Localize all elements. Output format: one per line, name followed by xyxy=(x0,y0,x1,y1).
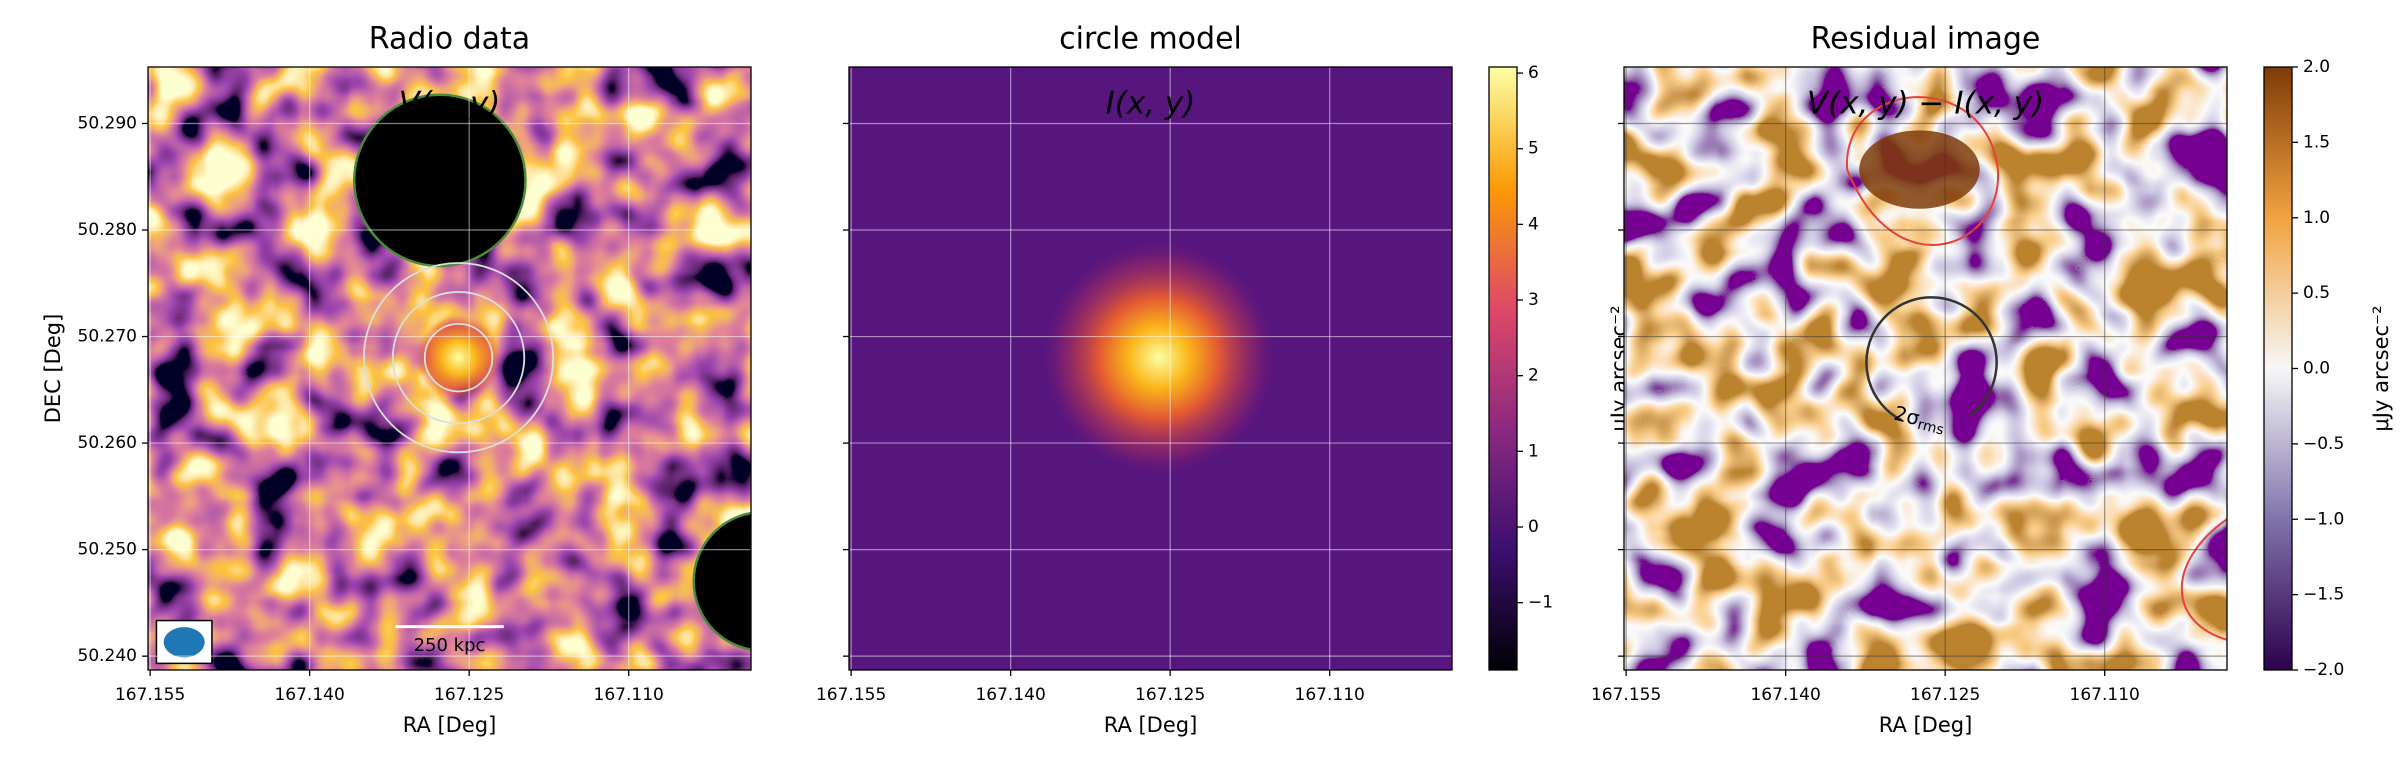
x-tick-label: 167.155 xyxy=(816,685,886,705)
y-tick-label: 50.270 xyxy=(78,327,137,347)
colorbar-tick-label: −0.5 xyxy=(2303,434,2344,454)
y-tick-label: 50.250 xyxy=(78,540,137,560)
y-tick-label: 50.260 xyxy=(78,433,137,453)
image: 2σrms xyxy=(1624,67,2227,670)
panel-annotation: V(x, y) xyxy=(399,86,501,122)
x-tick-label: 167.155 xyxy=(115,685,185,705)
x-tick-label: 167.155 xyxy=(1591,685,1661,705)
colorbar-tick-label: 1 xyxy=(1528,441,1539,461)
x-tick-label: 167.110 xyxy=(594,685,664,705)
y-tick-label: 50.290 xyxy=(78,113,137,133)
colorbar-tick-label: 1.5 xyxy=(2303,132,2330,152)
colorbar-tick-label: 5 xyxy=(1528,139,1539,159)
aperture-circle xyxy=(391,291,526,425)
panel-title: Radio data xyxy=(369,22,530,57)
aperture-circle xyxy=(362,262,555,454)
image xyxy=(849,67,1452,670)
contour-label-sub: rms xyxy=(1916,417,1946,439)
x-axis-label: RA [Deg] xyxy=(403,713,497,737)
rms-circle xyxy=(1865,296,1998,422)
masked-source xyxy=(352,93,527,268)
x-tick-label: 167.110 xyxy=(2070,685,2140,705)
x-axis-label: RA [Deg] xyxy=(1879,713,1973,737)
beam xyxy=(163,627,205,658)
colorbar-tick-label: −2.0 xyxy=(2303,660,2344,680)
aperture-circle xyxy=(423,322,494,393)
panel: 250 kpc 167.155 167.140 167.125 167.110 50.24… xyxy=(41,22,752,737)
colorbar-tick-label: −1 xyxy=(1528,593,1553,613)
axes-frame xyxy=(1623,66,2228,671)
model-source xyxy=(1038,237,1280,479)
x-tick-label: 167.110 xyxy=(1295,685,1365,705)
axes-frame xyxy=(147,66,752,671)
x-tick-label: 167.140 xyxy=(975,685,1045,705)
colorbar xyxy=(1488,66,1518,671)
x-tick-label: 167.125 xyxy=(1910,685,1980,705)
colorbar-tick-label: 2 xyxy=(1528,366,1539,386)
colorbar-tick-label: 6 xyxy=(1528,63,1539,83)
y-tick-label: 50.240 xyxy=(78,646,137,666)
colorbar xyxy=(2263,66,2293,671)
contour-label: 2σrms xyxy=(1891,400,1948,438)
colorbar-tick-label: 3 xyxy=(1528,290,1539,310)
colorbar-label: μJy arcsec⁻² xyxy=(2369,305,2393,431)
panel: 2σrms 167.155 167.140 167.125 167.110 Residua… xyxy=(1591,22,2393,738)
y-axis-label: DEC [Deg] xyxy=(41,314,65,424)
contour xyxy=(2180,518,2227,641)
colorbar-tick-label: 0 xyxy=(1528,517,1539,537)
axes-frame xyxy=(848,66,1453,671)
x-tick-label: 167.140 xyxy=(274,685,344,705)
panel-annotation: I(x, y) xyxy=(1106,86,1196,122)
panel-title: circle model xyxy=(1059,22,1242,57)
masked-source xyxy=(692,511,751,651)
colorbar-tick-label: −1.5 xyxy=(2303,585,2344,605)
y-tick-label: 50.280 xyxy=(78,220,137,240)
colorbar-tick-label: 0.5 xyxy=(2303,283,2330,303)
image: 250 kpc xyxy=(148,67,751,670)
contour xyxy=(1846,96,1999,246)
panel-title: Residual image xyxy=(1811,22,2041,57)
x-tick-label: 167.125 xyxy=(1135,685,1205,705)
panel-annotation: V(x, y) − I(x, y) xyxy=(1807,86,2044,122)
colorbar-tick-label: 2.0 xyxy=(2303,57,2330,77)
residual-peak xyxy=(1859,130,1980,209)
x-axis-label: RA [Deg] xyxy=(1104,713,1198,737)
colorbar-tick-label: 0.0 xyxy=(2303,359,2330,379)
x-tick-label: 167.140 xyxy=(1750,685,1820,705)
colorbar-tick-label: 1.0 xyxy=(2303,208,2330,228)
panel: 167.155 167.140 167.125 167.110 circle model… xyxy=(816,22,1631,738)
scale-bar-label: 250 kpc xyxy=(414,635,486,656)
source xyxy=(416,315,501,400)
colorbar-tick-label: 4 xyxy=(1528,214,1539,234)
x-tick-label: 167.125 xyxy=(434,685,504,705)
colorbar-tick-label: −1.0 xyxy=(2303,509,2344,529)
